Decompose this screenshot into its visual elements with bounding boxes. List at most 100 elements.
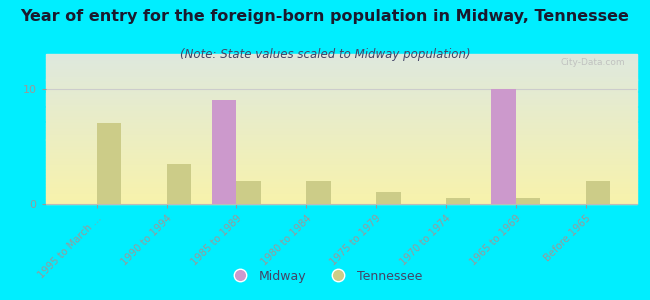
Bar	[46, 177, 637, 178]
Bar	[46, 144, 637, 146]
Bar	[46, 66, 637, 68]
Bar	[46, 75, 637, 76]
Bar	[46, 132, 637, 134]
Bar	[46, 154, 637, 156]
Bar	[46, 194, 637, 195]
Bar	[46, 124, 637, 126]
Bar	[46, 188, 637, 189]
Bar	[46, 60, 637, 61]
Bar	[46, 202, 637, 204]
Bar	[46, 105, 637, 106]
Text: City-Data.com: City-Data.com	[560, 58, 625, 68]
Bar	[46, 159, 637, 160]
Bar	[46, 141, 637, 142]
Bar	[46, 120, 637, 122]
Bar	[46, 180, 637, 182]
Bar	[46, 72, 637, 74]
Bar	[46, 118, 637, 120]
Bar	[46, 153, 637, 154]
Bar	[46, 76, 637, 78]
Bar	[46, 130, 637, 132]
Bar	[46, 158, 637, 159]
Bar	[46, 162, 637, 164]
Bar	[46, 102, 637, 104]
Bar	[46, 92, 637, 93]
Bar	[46, 152, 637, 153]
Bar	[46, 84, 637, 86]
Bar	[46, 178, 637, 180]
Bar	[46, 117, 637, 118]
Bar	[46, 167, 637, 168]
Bar	[46, 165, 637, 166]
Bar	[46, 57, 637, 58]
Bar	[46, 198, 637, 200]
Bar	[46, 54, 637, 56]
Bar	[46, 126, 637, 128]
Bar	[46, 123, 637, 124]
Bar	[46, 160, 637, 162]
Bar	[46, 174, 637, 176]
Bar	[46, 80, 637, 81]
Bar	[46, 94, 637, 96]
Bar	[46, 168, 637, 170]
Bar	[46, 183, 637, 184]
Bar	[97, 123, 122, 204]
Bar	[46, 164, 637, 165]
Bar	[46, 85, 637, 87]
Bar	[46, 201, 637, 202]
Bar	[46, 61, 637, 63]
Bar	[46, 184, 637, 186]
Bar	[46, 90, 637, 92]
Bar	[46, 100, 637, 102]
Bar	[46, 176, 637, 177]
Bar	[46, 111, 637, 112]
Bar	[46, 190, 637, 192]
Bar	[516, 198, 540, 204]
Bar	[586, 181, 610, 204]
Bar	[46, 112, 637, 114]
Bar	[46, 114, 637, 116]
Bar	[46, 189, 637, 190]
Bar	[46, 87, 637, 88]
Bar	[46, 138, 637, 140]
Bar	[46, 122, 637, 123]
Text: (Note: State values scaled to Midway population): (Note: State values scaled to Midway pop…	[179, 48, 471, 61]
Bar	[46, 156, 637, 158]
Bar	[46, 171, 637, 172]
Bar	[46, 116, 637, 117]
Bar	[46, 81, 637, 82]
Bar	[46, 140, 637, 141]
Bar	[491, 88, 516, 204]
Bar	[446, 198, 471, 204]
Bar	[46, 69, 637, 70]
Bar	[46, 128, 637, 129]
Bar	[46, 182, 637, 183]
Bar	[46, 108, 637, 110]
Bar	[46, 74, 637, 75]
Bar	[46, 58, 637, 60]
Bar	[46, 200, 637, 201]
Bar	[46, 106, 637, 108]
Bar	[46, 82, 637, 84]
Bar	[46, 142, 637, 144]
Bar	[46, 136, 637, 138]
Bar	[46, 103, 637, 105]
Bar	[46, 148, 637, 150]
Bar	[46, 93, 637, 94]
Bar	[212, 100, 237, 204]
Bar	[46, 96, 637, 98]
Text: Year of entry for the foreign-born population in Midway, Tennessee: Year of entry for the foreign-born popul…	[21, 9, 629, 24]
Bar	[46, 146, 637, 147]
Bar	[46, 196, 637, 198]
Bar	[46, 169, 637, 171]
Bar	[46, 64, 637, 66]
Bar	[237, 181, 261, 204]
Bar	[376, 193, 400, 204]
Bar	[306, 181, 331, 204]
Bar	[46, 56, 637, 57]
Bar	[46, 70, 637, 72]
Bar	[46, 63, 637, 64]
Bar	[46, 78, 637, 80]
Bar	[46, 98, 637, 99]
Bar	[46, 147, 637, 148]
